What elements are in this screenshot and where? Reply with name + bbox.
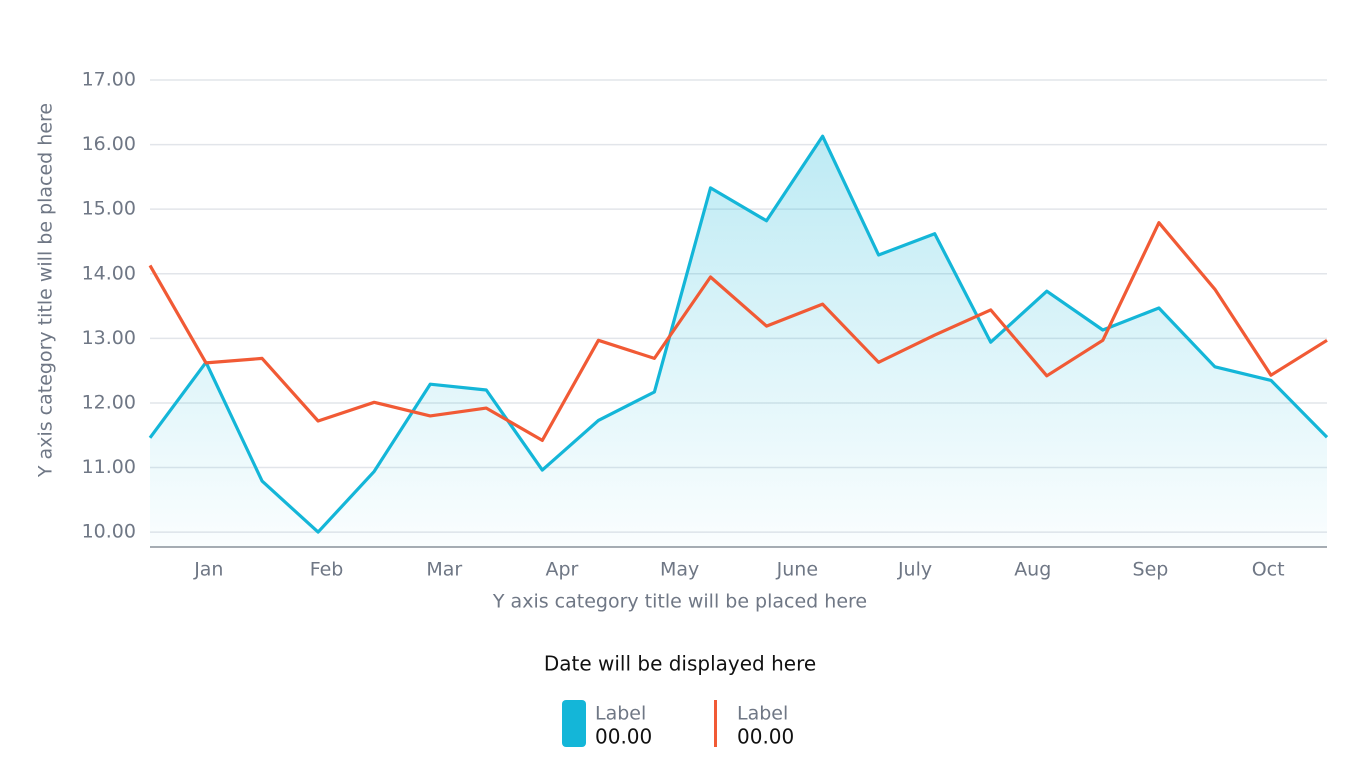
- y-tick-label: 10.00: [82, 521, 136, 543]
- legend-value: 00.00: [737, 725, 794, 749]
- line: [148, 134, 1329, 534]
- y-tick-label: 14.00: [82, 262, 136, 284]
- legend-value: 00.00: [595, 725, 652, 749]
- y-tick-label: 11.00: [82, 456, 136, 478]
- y-tick-label: 15.00: [82, 198, 136, 220]
- x-tick-label: Apr: [546, 559, 579, 581]
- line: [148, 221, 1328, 442]
- x-axis-title: Y axis category title will be placed her…: [492, 591, 867, 613]
- x-tick-label: Feb: [310, 559, 344, 581]
- y-tick-label: 16.00: [82, 133, 136, 155]
- legend-label: Label: [737, 703, 788, 725]
- x-tick-label: Sep: [1133, 559, 1169, 581]
- x-tick-label: May: [660, 559, 699, 581]
- legend-title: Date will be displayed here: [544, 652, 816, 676]
- y-tick-label: 13.00: [82, 327, 136, 349]
- area: [150, 136, 1327, 547]
- y-axis-title: Y axis category title will be placed her…: [35, 103, 57, 478]
- y-tick-label: 12.00: [82, 391, 136, 413]
- legend-swatch: [714, 700, 717, 747]
- legend-label: Label: [595, 703, 646, 725]
- x-tick-label: Jan: [193, 559, 223, 581]
- x-tick-label: June: [776, 559, 818, 581]
- x-tick-label: July: [897, 559, 932, 581]
- x-tick-label: Mar: [426, 559, 462, 581]
- x-tick-label: Aug: [1014, 559, 1051, 581]
- y-tick-label: 17.00: [82, 69, 136, 91]
- legend-swatch: [562, 700, 586, 747]
- x-tick-label: Oct: [1252, 559, 1285, 581]
